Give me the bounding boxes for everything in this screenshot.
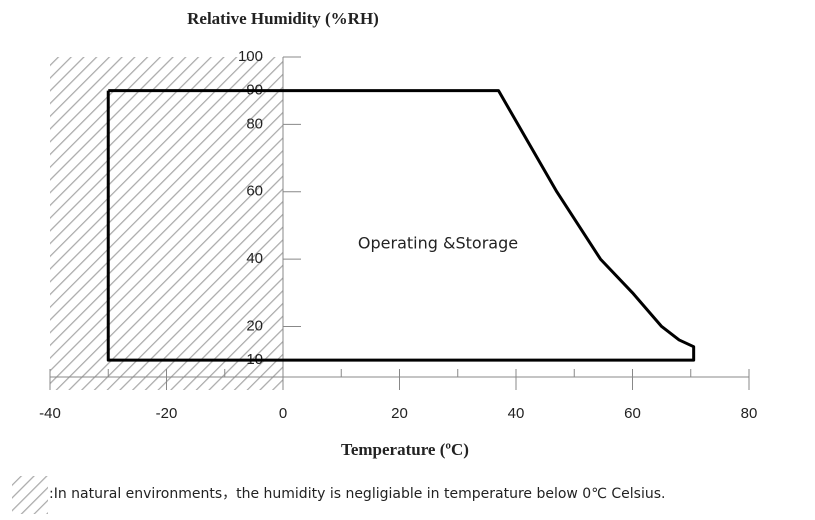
x-tick-label: 80	[741, 405, 758, 422]
y-tick-label: 80	[246, 115, 263, 132]
x-tick-label: -20	[156, 405, 178, 422]
y-tick-label: 100	[238, 48, 263, 65]
chart-title: Relative Humidity (%RH)	[187, 9, 379, 28]
x-tick-label: 0	[279, 405, 287, 422]
legend-swatch	[12, 476, 48, 514]
y-tick-label: 40	[246, 250, 263, 267]
x-axis-label: Temperature (ºC)	[341, 440, 469, 459]
y-tick-label: 60	[246, 183, 263, 200]
envelope-line	[106, 89, 696, 362]
x-tick-label: -40	[39, 405, 61, 422]
x-tick-label: 60	[624, 405, 641, 422]
y-tick-label: 20	[246, 317, 263, 334]
shaded-region	[50, 57, 283, 390]
x-tick-label: 40	[508, 405, 525, 422]
x-tick-label: 20	[391, 405, 408, 422]
region-label: Operating &Storage	[358, 234, 518, 253]
note: :In natural environments，the humidity is…	[49, 486, 665, 502]
